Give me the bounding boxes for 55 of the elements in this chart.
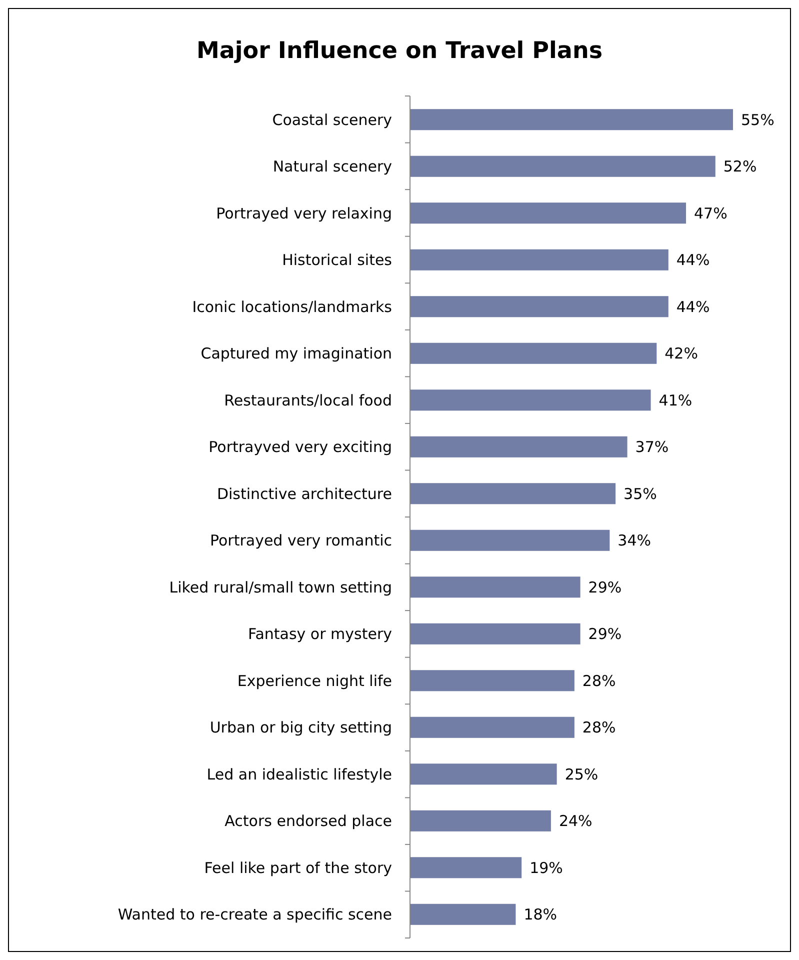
data-label: 55% — [741, 110, 774, 129]
data-label: 34% — [618, 532, 652, 550]
bar — [410, 716, 574, 738]
data-label: 28% — [582, 672, 616, 690]
y-tick-label: Liked rural/small town setting — [169, 578, 392, 596]
bar — [410, 670, 574, 692]
bar — [410, 576, 580, 598]
bar — [410, 764, 557, 785]
y-tick-label: Fantasy or mystery — [248, 625, 392, 644]
y-tick-label: Restaurants/local food — [224, 391, 392, 410]
data-label: 52% — [723, 158, 757, 176]
bar — [410, 810, 551, 832]
y-tick-label: Wanted to re-create a specific scene — [118, 906, 392, 924]
bar — [410, 156, 716, 177]
data-label: 44% — [676, 298, 710, 316]
y-tick-label: Natural scenery — [272, 158, 392, 176]
bar — [410, 483, 616, 504]
bar — [410, 857, 522, 878]
bar — [410, 390, 651, 411]
bar — [410, 296, 668, 318]
data-label: 25% — [564, 765, 598, 784]
bar — [410, 530, 610, 551]
y-tick-label: Portrayed very relaxing — [216, 204, 392, 222]
data-label: 35% — [624, 484, 657, 503]
data-label: 47% — [694, 204, 728, 222]
bar — [410, 202, 686, 224]
data-label: 29% — [588, 625, 622, 644]
y-tick-label: Distinctive architecture — [216, 484, 392, 503]
bar — [410, 436, 628, 458]
y-tick-label: Feel like part of the story — [204, 858, 392, 877]
bar — [410, 623, 580, 644]
y-tick-label: Iconic locations/landmarks — [192, 298, 392, 316]
y-tick-label: Actors endorsed place — [224, 812, 392, 830]
y-tick-label: Experience night life — [237, 672, 392, 690]
data-label: 29% — [588, 578, 622, 596]
data-label: 18% — [524, 906, 558, 924]
data-label: 41% — [658, 391, 692, 410]
bar — [410, 109, 733, 130]
y-tick-label: Urban or big city setting — [210, 718, 392, 737]
data-label: 19% — [530, 858, 563, 877]
y-tick-label: Led an idealistic lifestyle — [206, 765, 392, 784]
bar — [410, 904, 516, 925]
data-label: 42% — [664, 344, 698, 363]
y-tick-label: Portrayed very romantic — [210, 532, 392, 550]
data-label: 24% — [558, 812, 592, 830]
bar — [410, 342, 657, 364]
data-label: 44% — [676, 251, 710, 270]
chart-title: Major Influence on Travel Plans — [196, 38, 603, 64]
y-tick-label: Coastal scenery — [272, 110, 392, 129]
data-label: 28% — [582, 718, 616, 737]
y-tick-label: Captured my imagination — [200, 344, 392, 363]
y-tick-label: Portrayved very exciting — [208, 438, 392, 456]
bar — [410, 249, 668, 270]
data-label: 37% — [635, 438, 669, 456]
y-tick-label: Historical sites — [282, 251, 392, 270]
